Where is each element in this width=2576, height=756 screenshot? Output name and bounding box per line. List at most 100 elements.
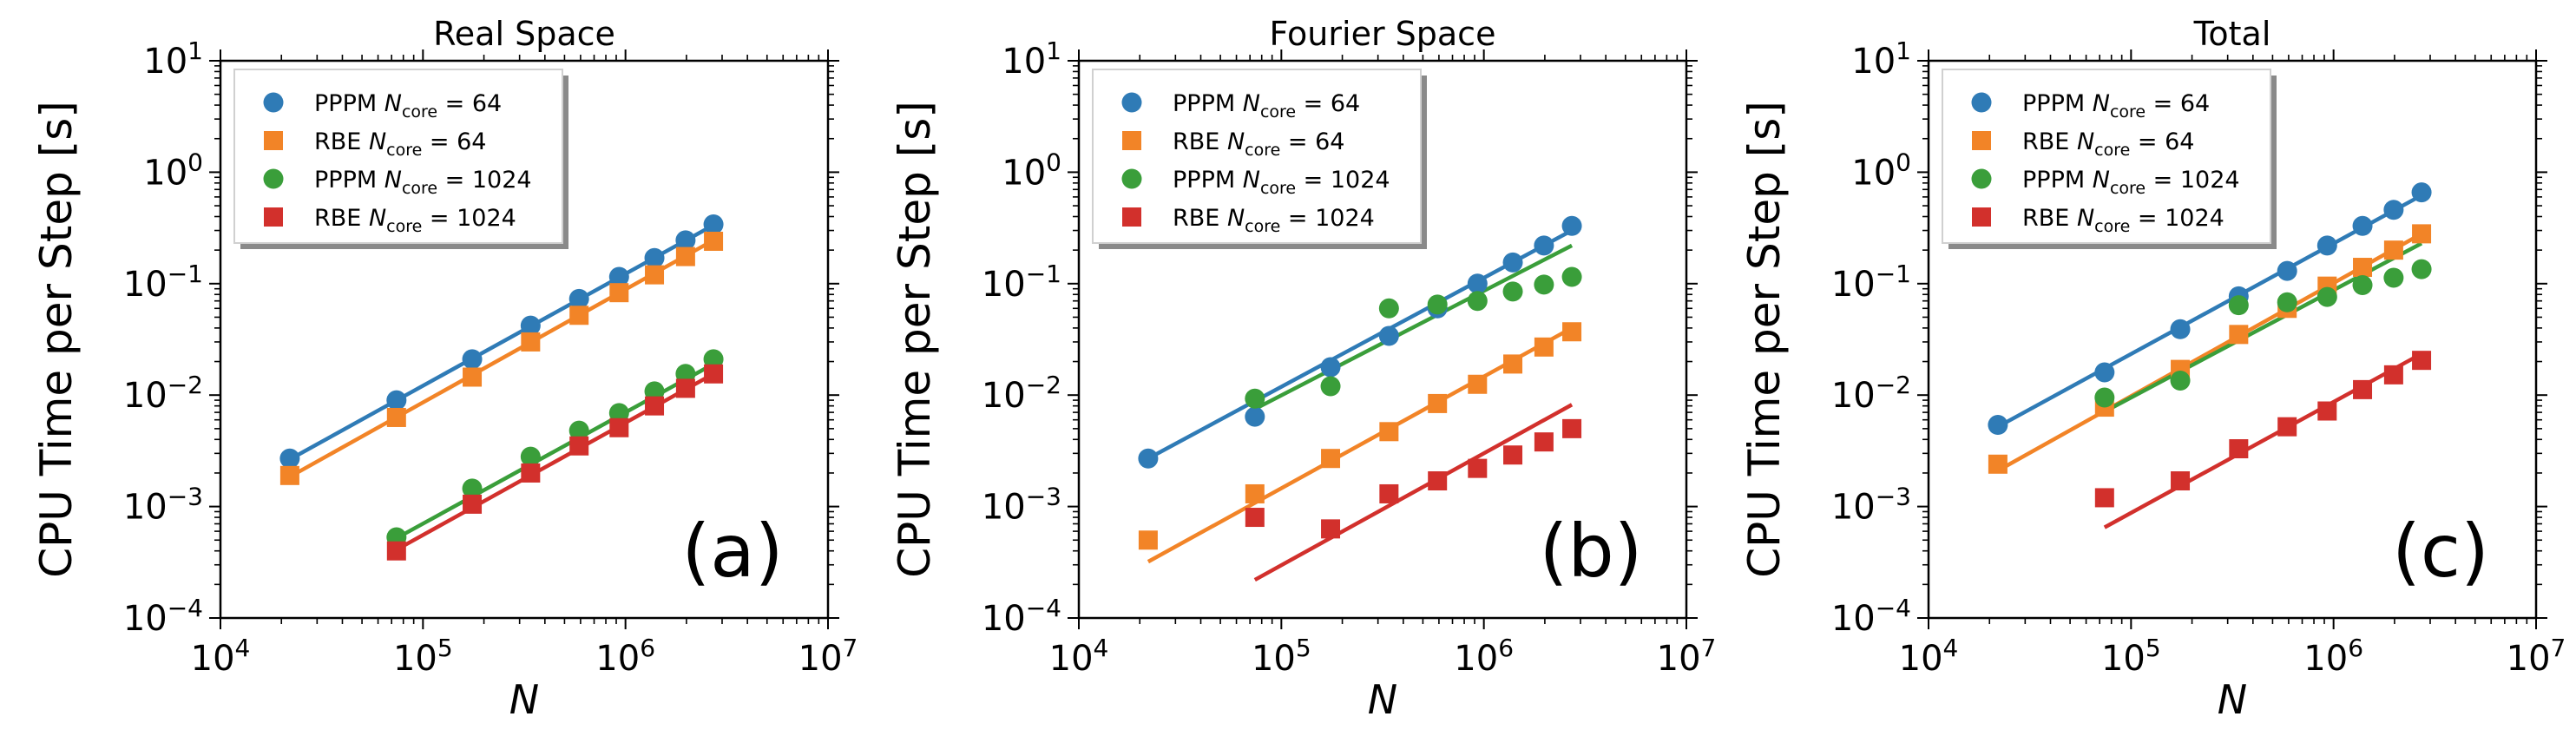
legend-box — [1942, 69, 2271, 244]
data-point-series-3 — [704, 364, 724, 384]
legend-marker-0 — [1971, 92, 1992, 113]
x-axis-label: N — [1368, 676, 1397, 723]
y-tick-label: 101 — [143, 36, 203, 82]
data-point-series-2 — [2094, 387, 2115, 408]
y-tick-label: 10−2 — [123, 371, 203, 416]
data-point-series-2 — [1245, 388, 1265, 409]
fit-line-1 — [288, 238, 715, 479]
data-point-series-0 — [703, 214, 724, 235]
data-point-series-0 — [386, 390, 407, 411]
data-point-series-2 — [2228, 295, 2249, 316]
data-point-series-1 — [521, 332, 541, 352]
legend-marker-2 — [1121, 168, 1142, 189]
data-point-series-2 — [1320, 376, 1341, 397]
chart-title: Real Space — [433, 15, 615, 53]
legend-box — [1092, 69, 1422, 244]
legend-marker-1 — [1972, 131, 1991, 150]
y-axis-label: CPU Time per Step [s] — [1739, 101, 1790, 578]
x-tick-label: 105 — [2101, 634, 2161, 679]
data-point-series-1 — [1138, 530, 1158, 550]
legend-marker-0 — [263, 92, 284, 113]
panel-label: (b) — [1540, 509, 1643, 594]
fit-line-0 — [288, 223, 715, 462]
data-point-series-1 — [704, 231, 724, 251]
data-point-series-2 — [520, 446, 541, 467]
data-point-series-0 — [644, 247, 665, 268]
data-point-series-2 — [2411, 259, 2432, 279]
fit-line-2 — [1253, 243, 1574, 411]
x-tick-label: 107 — [798, 634, 858, 679]
y-tick-label: 10−4 — [982, 594, 1061, 639]
data-point-series-2 — [2383, 267, 2404, 288]
data-point-series-0 — [2277, 260, 2297, 281]
legend-marker-3 — [1122, 207, 1141, 227]
data-point-series-0 — [462, 349, 483, 370]
axes-frame — [1927, 59, 2538, 620]
y-tick-label: 10−3 — [1831, 483, 1911, 528]
legend-marker-2 — [263, 168, 284, 189]
x-axis-label: N — [509, 676, 539, 723]
y-tick-label: 10−4 — [123, 594, 203, 639]
x-tick-label: 104 — [1049, 634, 1109, 679]
data-point-series-3 — [569, 436, 589, 456]
data-point-series-3 — [1321, 519, 1341, 539]
x-tick-label: 105 — [393, 634, 453, 679]
data-point-series-0 — [1502, 252, 1523, 273]
legend-entry-3: RBE Ncore = 1024 — [1173, 205, 1375, 236]
legend-marker-0 — [1121, 92, 1142, 113]
data-point-series-0 — [568, 288, 589, 309]
y-tick-label: 10−3 — [123, 483, 203, 528]
data-point-series-0 — [520, 315, 541, 336]
data-point-series-3 — [2171, 471, 2191, 491]
data-point-series-3 — [2353, 379, 2373, 399]
data-point-series-0 — [2094, 362, 2115, 383]
y-tick-label: 100 — [1002, 148, 1061, 193]
data-point-series-0 — [2352, 215, 2373, 236]
legend-marker-3 — [1972, 207, 1991, 227]
legend-marker-1 — [1122, 131, 1141, 150]
x-tick-label: 104 — [191, 634, 251, 679]
y-tick-label: 100 — [143, 148, 203, 193]
y-tick-label: 10−3 — [982, 483, 1061, 528]
data-point-series-1 — [1503, 354, 1523, 374]
data-point-series-0 — [1988, 415, 2008, 436]
data-point-series-1 — [675, 247, 695, 266]
data-point-series-2 — [703, 349, 724, 370]
data-point-series-1 — [1379, 422, 1399, 442]
x-tick-label: 107 — [1657, 634, 1717, 679]
y-tick-label: 101 — [1851, 36, 1911, 82]
data-point-series-0 — [2170, 319, 2191, 339]
y-tick-label: 100 — [1851, 148, 1911, 193]
data-point-series-0 — [675, 230, 696, 251]
fit-line-2 — [2103, 241, 2423, 414]
data-point-series-0 — [2411, 182, 2432, 203]
axes-frame — [1077, 59, 1688, 620]
data-point-series-1 — [569, 306, 589, 325]
data-point-series-1 — [1321, 449, 1341, 469]
data-point-series-3 — [1534, 432, 1554, 452]
data-point-series-3 — [386, 541, 406, 561]
axes-frame — [219, 59, 830, 620]
data-point-series-1 — [1534, 337, 1554, 357]
data-point-series-2 — [462, 478, 483, 499]
legend-entry-0: PPPM Ncore = 64 — [314, 90, 502, 122]
data-point-series-1 — [1468, 374, 1488, 394]
x-tick-label: 106 — [1454, 634, 1514, 679]
data-point-series-2 — [568, 420, 589, 441]
fit-line-1 — [1996, 232, 2423, 473]
data-point-series-3 — [645, 396, 665, 416]
data-point-series-3 — [463, 494, 483, 514]
panel-c: Total CPU Time per Step [s] N 104 105 106 107 1… — [1739, 15, 2566, 723]
data-point-series-1 — [2353, 258, 2373, 278]
data-point-series-0 — [1378, 325, 1399, 346]
fit-line-3 — [1253, 403, 1574, 582]
data-point-series-1 — [1428, 393, 1448, 413]
panel-label: (c) — [2392, 509, 2489, 594]
data-point-series-0 — [1534, 235, 1554, 256]
x-tick-label: 104 — [1899, 634, 1959, 679]
panel-a: Real Space CPU Time per Step [s] N 104 105 10… — [31, 15, 858, 723]
data-point-series-1 — [1562, 322, 1582, 342]
